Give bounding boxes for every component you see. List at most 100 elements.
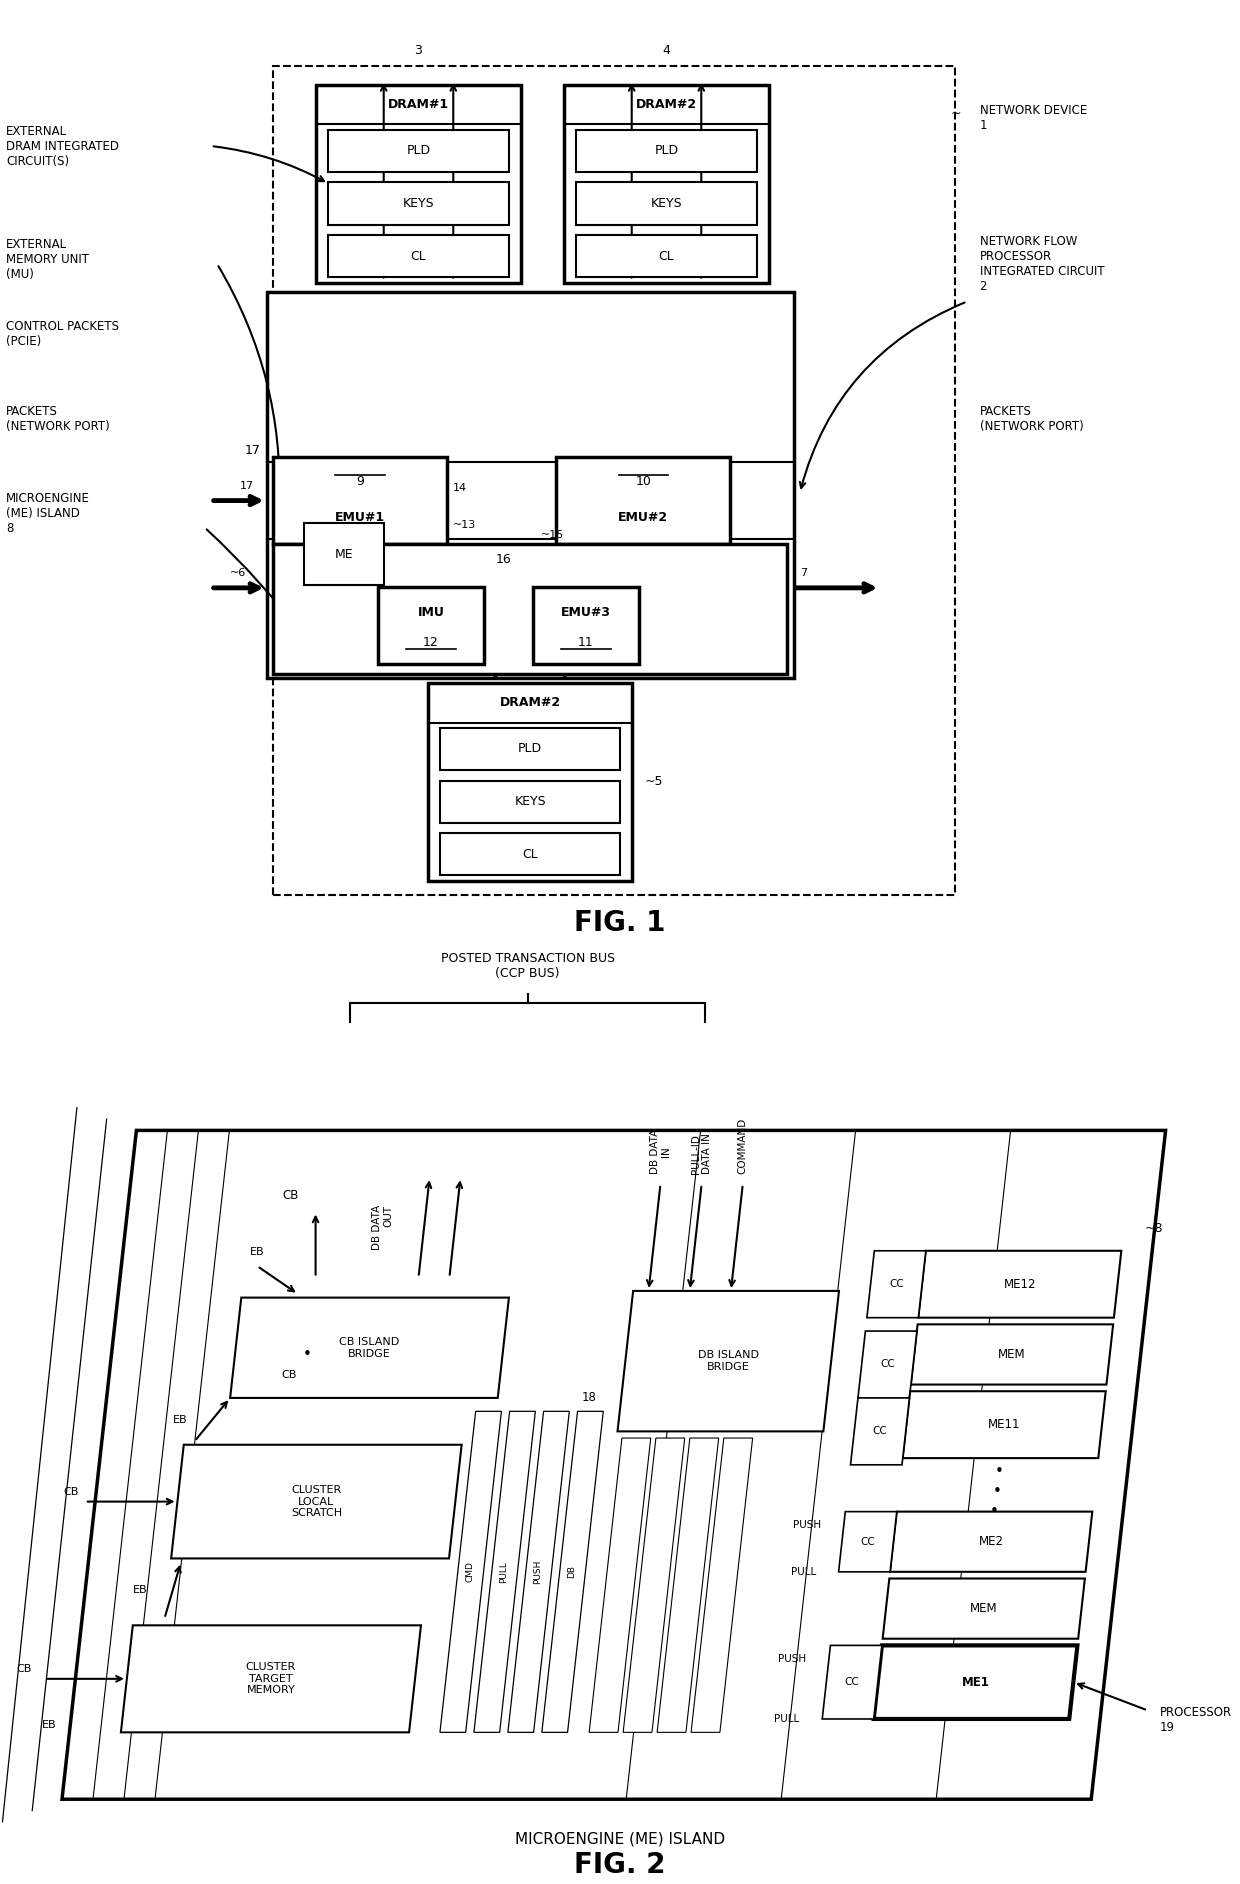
Text: MICROENGINE
(ME) ISLAND
8: MICROENGINE (ME) ISLAND 8 xyxy=(6,492,91,535)
Text: DB DATA
IN: DB DATA IN xyxy=(650,1129,671,1174)
Text: ~13: ~13 xyxy=(453,520,476,529)
Bar xyxy=(316,85,521,283)
Bar xyxy=(329,183,508,224)
Text: PROCESSOR
19: PROCESSOR 19 xyxy=(1161,1705,1233,1733)
Text: CL: CL xyxy=(658,251,675,262)
Polygon shape xyxy=(589,1437,651,1733)
Text: DRAM#2: DRAM#2 xyxy=(636,98,697,111)
Polygon shape xyxy=(890,1511,1092,1571)
Polygon shape xyxy=(691,1437,753,1733)
Text: CMD: CMD xyxy=(466,1562,475,1583)
Text: DB ISLAND
BRIDGE: DB ISLAND BRIDGE xyxy=(698,1351,759,1372)
Text: CB: CB xyxy=(281,1370,298,1379)
Text: CLUSTER
LOCAL
SCRATCH: CLUSTER LOCAL SCRATCH xyxy=(291,1485,342,1519)
Polygon shape xyxy=(171,1445,461,1558)
Text: 4: 4 xyxy=(662,43,671,57)
Text: CC: CC xyxy=(873,1426,888,1436)
Text: ~15: ~15 xyxy=(541,529,564,539)
Polygon shape xyxy=(822,1645,882,1718)
Text: 12: 12 xyxy=(423,637,439,648)
Polygon shape xyxy=(122,1626,420,1733)
Text: EB: EB xyxy=(172,1415,187,1424)
Text: 14: 14 xyxy=(453,482,467,492)
Text: MEM: MEM xyxy=(970,1601,997,1615)
Bar xyxy=(267,292,794,678)
Text: 3: 3 xyxy=(414,43,423,57)
Text: CB: CB xyxy=(283,1189,299,1202)
Polygon shape xyxy=(542,1411,604,1733)
Text: ~5: ~5 xyxy=(645,776,663,788)
Polygon shape xyxy=(474,1411,536,1733)
Bar xyxy=(428,684,632,882)
Text: 17: 17 xyxy=(244,445,260,458)
Polygon shape xyxy=(867,1251,926,1317)
Text: CC: CC xyxy=(861,1537,875,1547)
Text: DRAM#1: DRAM#1 xyxy=(388,98,449,111)
Bar xyxy=(273,544,787,674)
Text: 9: 9 xyxy=(356,475,363,488)
Bar xyxy=(440,833,620,876)
Text: CL: CL xyxy=(410,251,427,262)
Polygon shape xyxy=(911,1324,1114,1385)
Text: CC: CC xyxy=(844,1677,859,1688)
Text: IMU: IMU xyxy=(418,607,444,618)
Text: KEYS: KEYS xyxy=(651,198,682,209)
Text: 10: 10 xyxy=(635,475,651,488)
Text: PLD: PLD xyxy=(518,742,542,755)
Polygon shape xyxy=(624,1437,684,1733)
Polygon shape xyxy=(508,1411,569,1733)
Polygon shape xyxy=(657,1437,719,1733)
Text: CC: CC xyxy=(889,1279,904,1289)
Text: EMU#2: EMU#2 xyxy=(619,511,668,524)
Text: ME1: ME1 xyxy=(962,1675,990,1688)
Polygon shape xyxy=(440,1411,501,1733)
Text: MICROENGINE (ME) ISLAND: MICROENGINE (ME) ISLAND xyxy=(515,1831,725,1846)
Polygon shape xyxy=(62,1130,1166,1799)
Bar xyxy=(440,727,620,771)
Bar xyxy=(577,236,756,277)
Text: POSTED TRANSACTION BUS
(CCP BUS): POSTED TRANSACTION BUS (CCP BUS) xyxy=(440,951,615,980)
Text: ~: ~ xyxy=(951,107,961,119)
Text: •: • xyxy=(303,1347,311,1362)
Text: PULL: PULL xyxy=(500,1560,508,1583)
Text: PULL: PULL xyxy=(791,1567,816,1577)
Text: ~8: ~8 xyxy=(1145,1221,1163,1234)
Text: 18: 18 xyxy=(582,1392,596,1404)
Text: 17: 17 xyxy=(241,480,254,492)
Text: EB: EB xyxy=(249,1247,264,1257)
Text: EB: EB xyxy=(42,1720,56,1730)
Text: EB: EB xyxy=(134,1584,148,1596)
Text: EMU#1: EMU#1 xyxy=(335,511,384,524)
Text: EXTERNAL
DRAM INTEGRATED
CIRCUIT(S): EXTERNAL DRAM INTEGRATED CIRCUIT(S) xyxy=(6,124,119,168)
Text: KEYS: KEYS xyxy=(515,795,546,808)
Text: DB DATA
OUT: DB DATA OUT xyxy=(372,1204,393,1249)
Text: CL: CL xyxy=(522,848,538,861)
Text: ~6: ~6 xyxy=(229,569,246,578)
Text: DRAM#2: DRAM#2 xyxy=(500,697,560,708)
Text: CB ISLAND
BRIDGE: CB ISLAND BRIDGE xyxy=(340,1338,399,1358)
Text: PULL-ID
DATA IN: PULL-ID DATA IN xyxy=(691,1134,713,1174)
Bar xyxy=(304,524,384,584)
Text: ME11: ME11 xyxy=(988,1419,1021,1432)
Text: PACKETS
(NETWORK PORT): PACKETS (NETWORK PORT) xyxy=(6,405,110,433)
Text: COMMAND: COMMAND xyxy=(738,1119,748,1174)
Text: PUSH: PUSH xyxy=(779,1654,806,1664)
Text: CLUSTER
TARGET
MEMORY: CLUSTER TARGET MEMORY xyxy=(246,1662,296,1696)
Polygon shape xyxy=(851,1398,909,1466)
Text: ME12: ME12 xyxy=(1003,1277,1037,1291)
Text: •: • xyxy=(990,1503,999,1519)
Text: ME2: ME2 xyxy=(978,1535,1003,1549)
Bar xyxy=(577,130,756,171)
Polygon shape xyxy=(838,1511,897,1571)
Polygon shape xyxy=(883,1579,1085,1639)
Text: CB: CB xyxy=(63,1486,78,1498)
Bar xyxy=(564,85,769,283)
Text: •: • xyxy=(992,1485,1001,1500)
Bar xyxy=(577,183,756,224)
Bar xyxy=(273,458,446,544)
Text: NETWORK DEVICE
1: NETWORK DEVICE 1 xyxy=(980,104,1086,132)
Text: DB: DB xyxy=(568,1566,577,1579)
Text: PLD: PLD xyxy=(655,145,678,156)
Polygon shape xyxy=(618,1291,839,1432)
Bar xyxy=(557,458,730,544)
